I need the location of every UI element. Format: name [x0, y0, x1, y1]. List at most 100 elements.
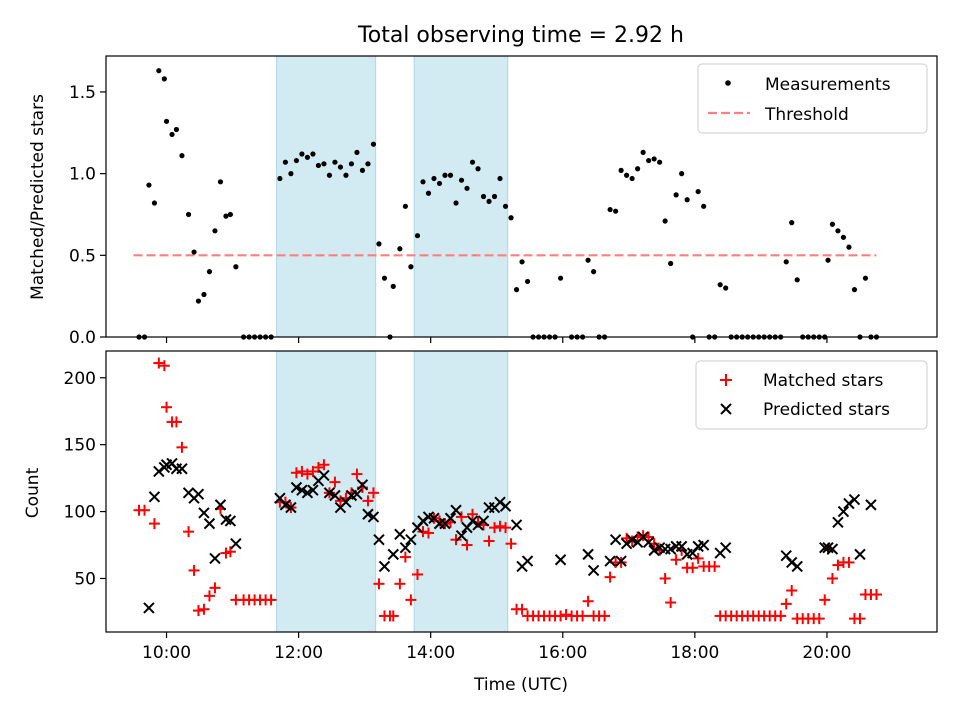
- bottom-y-axis-label: Count: [23, 467, 43, 518]
- predicted-point: [675, 540, 688, 553]
- predicted-point: [367, 511, 380, 523]
- bottom-x-tick-label: 20:00: [802, 643, 851, 663]
- matched-point: [670, 554, 682, 566]
- measurement-point: [402, 203, 408, 209]
- matched-point: [387, 610, 399, 622]
- matched-point: [870, 589, 882, 601]
- matched-point: [819, 594, 831, 606]
- matched-point: [148, 518, 160, 530]
- measurement-point: [851, 287, 858, 293]
- matched-point: [176, 441, 188, 453]
- matched-point: [153, 357, 165, 369]
- predicted-point: [323, 487, 336, 499]
- measurement-point: [376, 241, 382, 247]
- measurement-point: [442, 172, 448, 178]
- predicted-point: [648, 544, 660, 557]
- predicted-point: [697, 539, 710, 551]
- predicted-point: [301, 487, 314, 499]
- predicted-point: [373, 533, 385, 546]
- matched-point: [665, 597, 677, 609]
- top-axes-frame: [105, 55, 938, 338]
- top-shaded-intervals: [276, 55, 509, 338]
- predicted-point: [399, 541, 412, 554]
- predicted-point: [843, 497, 855, 510]
- predicted-point: [230, 537, 242, 550]
- measurement-point: [673, 192, 679, 198]
- legend-label-predicted: Predicted stars: [763, 400, 890, 420]
- predicted-point: [609, 533, 622, 546]
- matched-point: [692, 552, 704, 564]
- matched-point: [373, 578, 385, 590]
- measurement-point: [163, 118, 170, 124]
- matched-point: [329, 476, 341, 488]
- measurement-point: [640, 149, 646, 155]
- measurement-point: [397, 246, 403, 252]
- predicted-point: [444, 512, 457, 524]
- bottom-legend-box: [695, 360, 928, 430]
- measurement-point: [557, 275, 564, 281]
- measurement-point: [657, 159, 663, 165]
- matched-point: [483, 535, 495, 547]
- measurement-point: [354, 149, 360, 155]
- matched-point: [139, 504, 151, 516]
- predicted-point: [854, 548, 866, 561]
- matched-point: [775, 610, 787, 622]
- matched-point: [505, 538, 517, 550]
- matched-point: [826, 572, 838, 584]
- predicted-point: [466, 515, 479, 527]
- measurement-point: [359, 167, 366, 173]
- measurement-point: [299, 151, 305, 157]
- top-y-tick-label: 1.5: [69, 83, 96, 103]
- measurement-point: [469, 159, 476, 165]
- measurement-point: [179, 153, 185, 159]
- legend-marker-measurements: [725, 80, 731, 86]
- chart-title: Total observing time = 2.92 h: [357, 23, 684, 48]
- top-y-tick-label: 0.5: [69, 246, 96, 266]
- bottom-x-ticks: 10:00 12:00 14:00 16:00 18:00 20:00: [142, 632, 851, 663]
- predicted-point: [604, 555, 616, 567]
- predicted-point: [455, 529, 468, 542]
- predicted-point: [176, 463, 188, 475]
- bottom-x-tick-label: 10:00: [142, 643, 191, 663]
- predicted-point: [209, 552, 221, 565]
- measurement-point: [646, 157, 652, 164]
- predicted-point: [143, 602, 155, 614]
- bottom-y-tick-label: 100: [64, 503, 96, 523]
- measurement-point: [723, 285, 729, 291]
- matched-point: [456, 511, 468, 523]
- measurement-point: [337, 164, 344, 170]
- measurement-point: [343, 172, 349, 178]
- matched-point: [209, 582, 221, 594]
- matched-point: [318, 459, 330, 471]
- predicted-point: [510, 519, 523, 531]
- matched-point: [203, 590, 215, 602]
- predicted-point: [356, 479, 369, 491]
- matched-point: [265, 594, 277, 606]
- matched-point: [158, 360, 170, 372]
- predicted-point: [417, 515, 429, 527]
- predicted-point: [279, 499, 292, 511]
- top-legend-box: [697, 63, 928, 134]
- measurement-point: [502, 203, 509, 209]
- top-x-ticks: [165, 337, 828, 343]
- measurement-point: [161, 76, 167, 82]
- predicted-point: [285, 501, 297, 514]
- legend-label-threshold: Threshold: [764, 105, 849, 125]
- top-panel: 0.0 0.5 1.0 1.5 Matched/Predicted stars Mea…: [28, 55, 938, 348]
- matched-point: [411, 568, 423, 580]
- measurement-point: [201, 291, 207, 298]
- predicted-point: [582, 548, 594, 561]
- predicted-point: [192, 488, 205, 500]
- matched-point: [399, 551, 411, 563]
- predicted-point: [472, 519, 484, 531]
- measurement-point: [458, 177, 465, 183]
- predicted-point: [318, 469, 330, 482]
- measurement-point: [425, 190, 432, 196]
- predicted-point: [362, 508, 374, 520]
- measurement-point: [590, 269, 597, 275]
- measurement-point: [491, 193, 498, 200]
- measurement-point: [794, 277, 800, 283]
- top-measurement-points: [136, 68, 880, 340]
- predicted-point: [832, 516, 844, 528]
- predicted-point: [626, 533, 638, 546]
